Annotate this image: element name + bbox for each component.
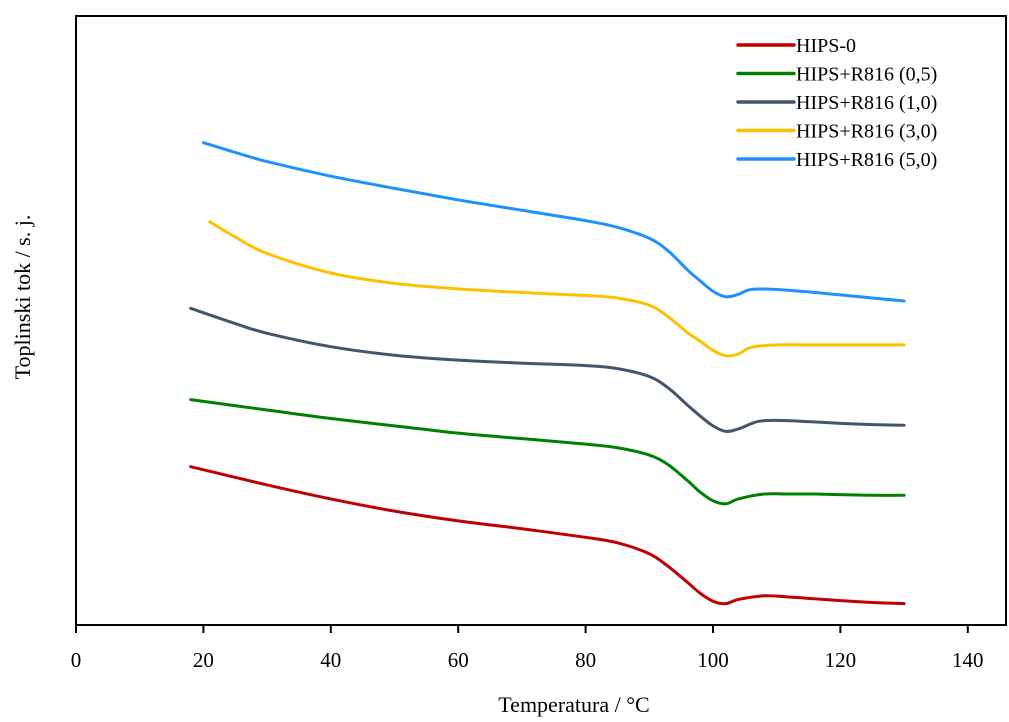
series-line-4 — [208, 220, 906, 358]
legend-label: HIPS-0 — [796, 35, 856, 57]
series-line-3 — [189, 306, 906, 433]
legend-label: HIPS+R816 (5,0) — [796, 149, 937, 171]
x-tick-label: 40 — [320, 648, 341, 672]
series-line-2 — [189, 398, 906, 506]
series-layer — [189, 141, 906, 606]
x-tick-label: 20 — [193, 648, 214, 672]
x-tick-label: 0 — [71, 648, 82, 672]
x-axis-ticks: 0 20 40 60 80 100 120 140 — [71, 625, 984, 672]
legend-label: HIPS+R816 (3,0) — [796, 121, 937, 143]
series-line-5 — [201, 141, 906, 303]
legend-label: HIPS+R816 (0,5) — [796, 64, 937, 86]
y-axis-title: Toplinski tok / s. j. — [10, 215, 35, 380]
x-tick-label: 60 — [448, 648, 469, 672]
legend: HIPS-0 HIPS+R816 (0,5) HIPS+R816 (1,0) HIPS… — [736, 35, 937, 171]
x-tick-label: 140 — [952, 648, 984, 672]
plot-area — [75, 15, 1007, 626]
x-tick-label: 120 — [825, 648, 857, 672]
x-tick-label: 80 — [575, 648, 596, 672]
x-tick-label: 100 — [697, 648, 729, 672]
legend-label: HIPS+R816 (1,0) — [796, 92, 937, 114]
x-axis-title: Temperatura / °C — [498, 692, 649, 717]
series-line-1 — [189, 465, 906, 606]
